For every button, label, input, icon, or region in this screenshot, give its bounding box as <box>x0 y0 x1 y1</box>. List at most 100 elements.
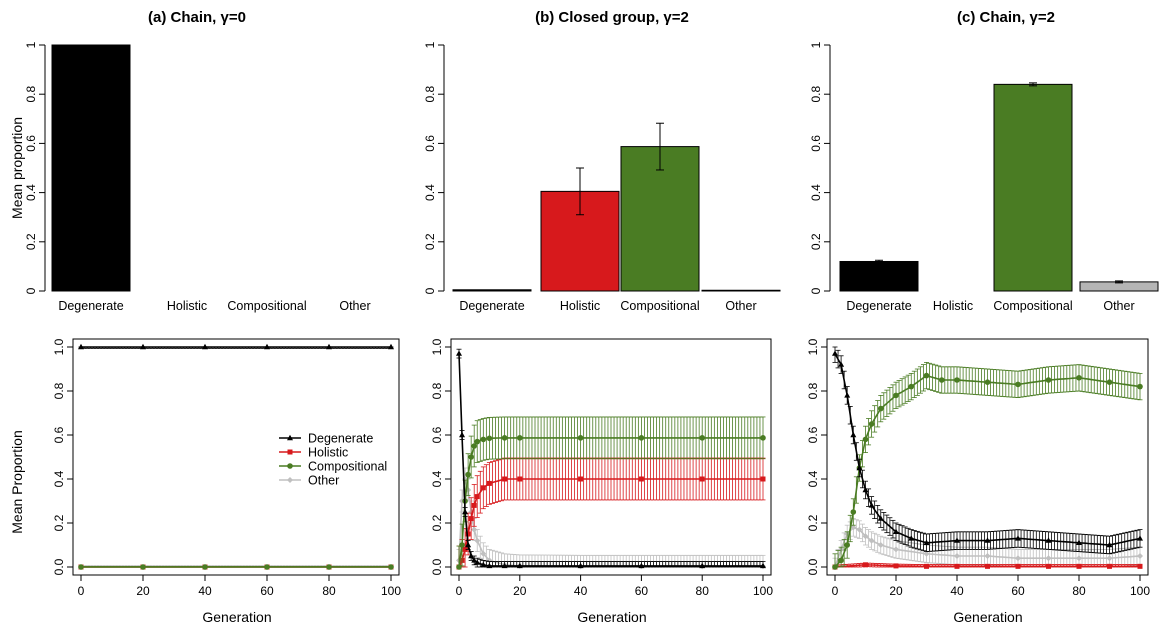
marker-triangle <box>459 431 466 438</box>
marker-square <box>1107 563 1112 569</box>
y-tick-label: 0.4 <box>52 470 66 487</box>
marker-circle <box>844 542 850 548</box>
y-tick-label: 0.8 <box>52 382 66 399</box>
marker-circle <box>1137 383 1143 390</box>
panel-a-y-axis: 0 0.2 0.4 0.6 0.8 1 <box>24 41 46 294</box>
marker-circle <box>893 392 899 399</box>
marker-square <box>480 485 486 491</box>
marker-triangle <box>326 343 332 350</box>
marker-square <box>474 494 480 500</box>
marker-square <box>462 546 468 552</box>
y-tick-label: 0.4 <box>809 184 823 201</box>
marker-circle <box>465 471 471 478</box>
category-label-degenerate: Degenerate <box>58 299 123 313</box>
marker-circle <box>938 377 945 383</box>
panel-a-ylabel: Mean proportion <box>9 117 25 219</box>
category-label-other: Other <box>339 299 370 313</box>
marker-square <box>502 476 508 482</box>
marker-diamond <box>984 553 991 559</box>
panel-a-category-labels: Degenerate Holistic Compositional Other <box>58 299 370 313</box>
y-tick-label: 0.2 <box>430 514 444 531</box>
markers-degenerate <box>456 350 766 569</box>
marker-diamond <box>287 477 293 483</box>
marker-diamond <box>471 526 478 533</box>
panel-b-bars <box>452 122 781 292</box>
y-tick-label: 1 <box>809 41 823 48</box>
marker-circle <box>326 564 332 570</box>
category-label-compositional: Compositional <box>993 299 1072 313</box>
marker-square <box>893 563 899 569</box>
panel-a-line-series <box>78 343 394 570</box>
marker-square <box>863 562 868 568</box>
category-label-holistic: Holistic <box>167 299 207 313</box>
marker-triangle <box>638 562 645 569</box>
marker-square <box>699 476 705 482</box>
markers-degenerate <box>78 343 394 350</box>
y-tick-label: 0.6 <box>423 135 437 152</box>
marker-triangle <box>1076 539 1082 545</box>
marker-triangle <box>474 559 481 565</box>
panel-a-line-xlabel: Generation <box>202 609 271 625</box>
panel-b-line-frame: 0 20 40 60 80 100 0.0 0.2 0.4 0.6 0.8 1.0 <box>430 338 773 598</box>
marker-circle <box>480 436 487 443</box>
y-tick-label: 0.0 <box>52 558 66 575</box>
y-tick-label: 0.6 <box>24 135 38 152</box>
y-tick-label: 0 <box>24 287 38 294</box>
marker-triangle <box>140 343 146 350</box>
panel-c-line-chart: Generation 0 20 40 60 80 100 0.0 0.2 0.4 0.6 0.8 1.… <box>806 338 1150 625</box>
marker-circle <box>862 436 869 443</box>
marker-circle <box>850 509 857 515</box>
marker-triangle <box>480 561 487 567</box>
x-tick-label: 60 <box>1011 584 1025 598</box>
marker-triangle <box>862 486 869 493</box>
marker-square <box>471 502 477 508</box>
y-tick-label: 1.0 <box>806 338 820 355</box>
marker-triangle <box>1045 537 1052 543</box>
marker-square <box>638 476 644 482</box>
marker-triangle <box>501 562 508 569</box>
marker-diamond <box>1137 553 1143 559</box>
series-compositional <box>78 564 394 570</box>
series-holistic <box>832 562 1143 570</box>
series-degenerate <box>78 343 394 350</box>
error-bars-holistic <box>456 457 766 568</box>
panel-b-category-labels: Degenerate Holistic Compositional Other <box>459 299 756 313</box>
x-tick-label: 60 <box>635 584 649 598</box>
marker-triangle <box>923 539 930 545</box>
panel-b-title: (b) Closed group, γ=2 <box>535 9 689 26</box>
plot-frame <box>826 338 1149 576</box>
marker-diamond <box>480 550 487 557</box>
markers-compositional <box>456 435 766 570</box>
y-tick-label: 0.6 <box>806 426 820 443</box>
bar-degenerate <box>839 260 919 292</box>
x-tick-label: 80 <box>1072 584 1086 598</box>
marker-triangle <box>908 535 915 541</box>
y-tick-label: 0.8 <box>423 86 437 103</box>
marker-circle <box>287 463 293 469</box>
category-label-compositional: Compositional <box>620 299 699 313</box>
panel-b-y-axis: 0 0.2 0.4 0.6 0.8 1 <box>423 41 445 294</box>
legend-label-compositional: Compositional <box>308 460 387 474</box>
marker-diamond <box>474 537 481 544</box>
marker-circle <box>456 564 462 570</box>
marker-circle <box>838 557 844 564</box>
y-tick-label: 0.4 <box>430 470 444 487</box>
y-tick-label: 1 <box>423 41 437 48</box>
legend-label-holistic: Holistic <box>308 446 348 460</box>
marker-triangle <box>850 431 857 438</box>
legend-item-holistic: Holistic <box>279 446 348 460</box>
y-tick-label: 0.6 <box>430 426 444 443</box>
x-tick-label: 100 <box>381 584 401 598</box>
marker-triangle <box>1015 535 1021 541</box>
x-tick-label: 0 <box>78 584 85 598</box>
marker-square <box>578 476 584 482</box>
marker-triangle <box>264 343 270 350</box>
category-label-other: Other <box>725 299 756 313</box>
marker-triangle <box>844 392 851 398</box>
x-tick-label: 20 <box>513 584 527 598</box>
marker-diamond <box>486 557 493 564</box>
marker-diamond <box>1076 555 1082 562</box>
marker-diamond <box>856 526 863 533</box>
y-tick-label: 0.4 <box>423 184 437 201</box>
